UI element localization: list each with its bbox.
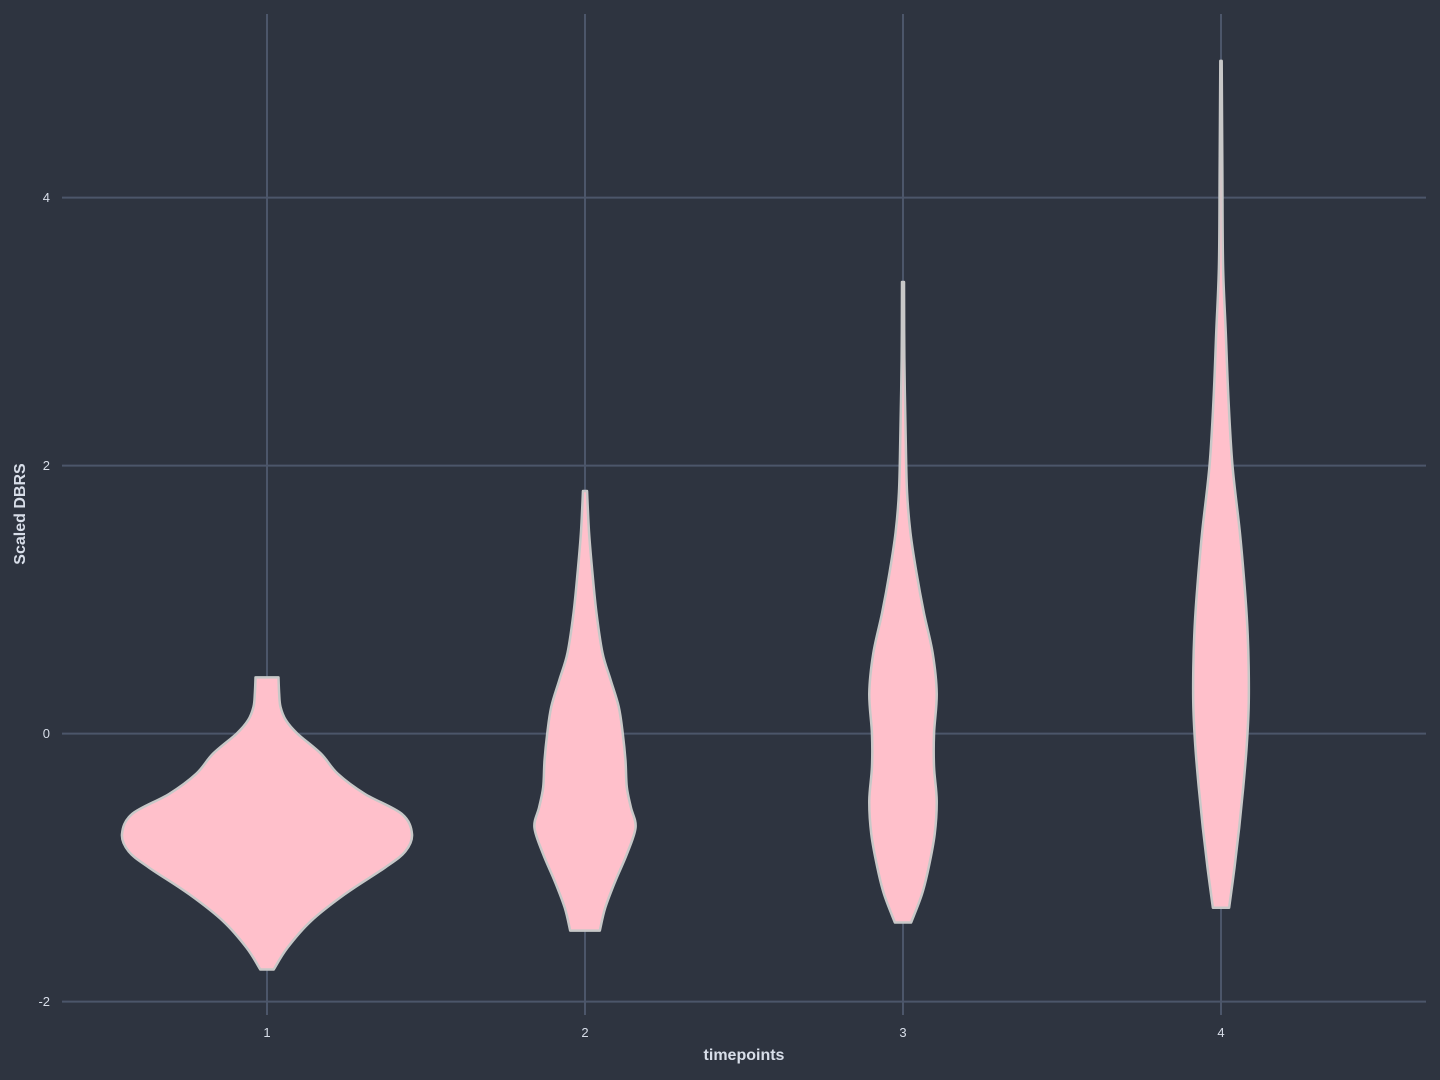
x-tick-label: 3	[899, 1025, 906, 1040]
y-tick-label: 4	[43, 190, 50, 205]
violin-timepoint-2	[533, 489, 637, 932]
y-axis-title: Scaled DBRS	[12, 463, 29, 565]
x-axis-title: timepoints	[704, 1047, 785, 1064]
x-tick-label: 2	[581, 1025, 588, 1040]
y-tick-label: 2	[43, 458, 50, 473]
y-tick-label: 0	[43, 726, 50, 741]
tick-labels: -2 0 2 4 1 2 3 4	[38, 190, 1224, 1040]
violin-timepoint-4	[1191, 59, 1251, 910]
x-tick-label: 4	[1217, 1025, 1224, 1040]
violins	[120, 59, 1251, 971]
violin-timepoint-1	[120, 676, 414, 971]
y-tick-label: -2	[38, 994, 50, 1009]
x-tick-label: 1	[263, 1025, 270, 1040]
violin-timepoint-3	[868, 280, 938, 924]
